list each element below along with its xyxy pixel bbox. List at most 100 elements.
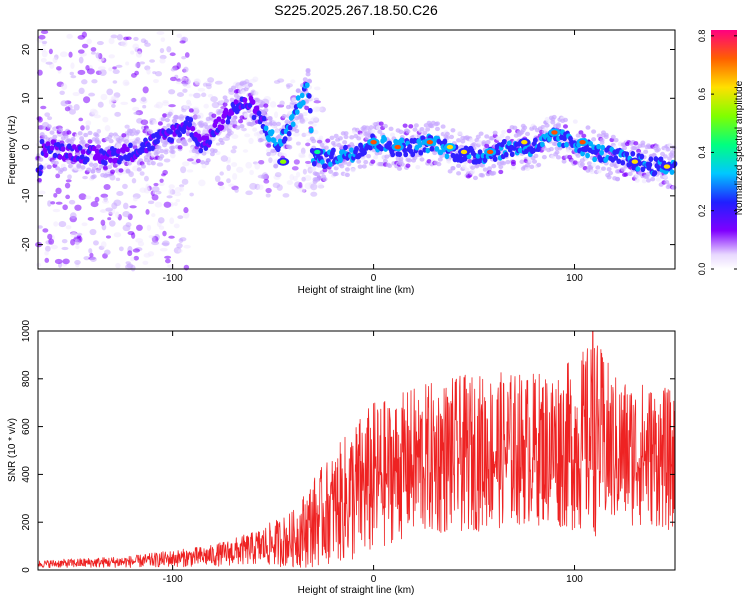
spectrogram-cell — [337, 136, 343, 141]
spectrogram-cell — [333, 171, 339, 177]
spectrogram-cell — [148, 235, 154, 239]
spectrogram-cell — [344, 172, 350, 178]
spectrogram-cell — [640, 166, 646, 173]
spectrogram-cell — [50, 201, 56, 205]
spectrogram-cell — [268, 157, 273, 164]
spectrogram-cell — [100, 93, 108, 101]
spectrogram-cell — [109, 174, 116, 181]
spectrogram-cell — [88, 92, 96, 97]
spectrogram-cell — [169, 152, 176, 159]
spectrogram-cell — [112, 69, 120, 75]
spectrogram-cell — [308, 127, 314, 134]
spectrogram-cell — [512, 125, 518, 131]
spectrogram-cell — [142, 86, 149, 94]
spectrogram-cell — [254, 162, 261, 170]
spectrogram-cell — [622, 145, 628, 151]
spectrogram-cell — [121, 133, 127, 138]
spectrogram-cell — [78, 117, 84, 122]
spectrogram-cell — [200, 92, 207, 98]
spectrogram-cell — [146, 68, 151, 75]
spectrogram-cell — [226, 128, 232, 133]
spectrogram-cell — [361, 164, 367, 169]
spectrogram-cell — [620, 167, 626, 172]
spectrogram-cell — [156, 145, 162, 150]
spectrogram-cell — [270, 151, 276, 157]
spectrogram-cell — [231, 145, 238, 150]
spectrogram-cell — [257, 174, 265, 179]
spectrogram-cell — [52, 134, 58, 140]
spectrogram-cell — [77, 69, 86, 76]
spectrogram-cell — [39, 138, 45, 145]
spectrogram-cell — [106, 88, 114, 96]
spectrogram-cell — [572, 160, 578, 165]
spectrogram-cell — [99, 154, 105, 161]
spectrogram-cell — [610, 134, 616, 140]
colorbar-tick-label: 0.4 — [697, 146, 707, 159]
spectrogram-cell — [650, 176, 656, 182]
spectrogram-cell — [68, 51, 73, 58]
spectrogram-cell — [56, 66, 62, 71]
spectrogram-cell — [40, 105, 47, 110]
spectrogram-cell — [627, 171, 633, 177]
spectrogram-cell — [98, 66, 106, 71]
spectrogram-hotspot — [460, 149, 468, 155]
spectrogram-cell — [444, 153, 450, 160]
spectrogram-cell — [147, 200, 155, 205]
spectrogram-cell — [475, 134, 481, 140]
spectrogram-cell — [70, 136, 76, 142]
spectrogram-cell — [343, 134, 349, 140]
spectrogram-cell — [57, 154, 63, 160]
spectrogram-cell — [151, 186, 160, 193]
spectrogram-cell — [278, 152, 284, 157]
spectrogram-cell — [130, 256, 135, 262]
spectrogram-cell — [364, 125, 370, 130]
spectrogram-cell — [113, 232, 122, 238]
spectrogram-cell — [550, 120, 556, 125]
spectrogram-cell — [175, 80, 183, 85]
spectrogram-cell — [55, 141, 61, 148]
spectrogram-cell — [87, 217, 94, 221]
spectrogram-cell — [231, 85, 237, 90]
spectrogram-cell — [267, 116, 273, 121]
spectrogram-cell — [108, 67, 113, 72]
spectrogram-cell — [461, 164, 467, 170]
spectrogram-cell — [671, 145, 677, 150]
spectrogram-cell — [226, 131, 232, 137]
snr-series-line — [38, 331, 675, 568]
spectrogram-cell — [456, 163, 462, 169]
spectrogram-cell — [169, 217, 175, 225]
spectrogram-cell — [79, 136, 85, 141]
spectrogram-cell — [161, 173, 166, 177]
spectrogram-cell — [412, 127, 418, 132]
spectrogram-cell — [140, 164, 146, 169]
spectrogram-cell — [95, 151, 101, 158]
spectrogram-cell — [42, 228, 49, 233]
spectrogram-cell — [122, 224, 131, 232]
spectrogram-cell — [52, 57, 58, 64]
spectrogram-cell — [103, 183, 111, 191]
spectrogram-cell — [214, 80, 223, 85]
spectrogram-cell — [370, 129, 376, 134]
spectrogram-cell — [585, 152, 590, 159]
spectrogram-cell — [311, 138, 317, 144]
spectrogram-cell — [44, 250, 49, 256]
spectrogram-cell — [449, 134, 455, 140]
spectrogram-cell — [85, 120, 92, 126]
spectrogram-cell — [70, 212, 77, 219]
spectrogram-cell — [126, 161, 132, 166]
spectrogram-cell — [529, 164, 535, 170]
spectrogram-cell — [615, 177, 621, 182]
spectrogram-cell — [89, 252, 94, 258]
spectrogram-cell — [133, 111, 141, 116]
spectrogram-cell — [171, 118, 177, 124]
spectrogram-cell — [89, 256, 97, 262]
y-tick-label: 10 — [21, 92, 32, 104]
spectrogram-cell — [432, 150, 438, 156]
spectrogram-cell — [470, 165, 476, 170]
spectrogram-cell — [90, 51, 96, 55]
spectrogram-cell — [67, 163, 73, 169]
spectrogram-cell — [525, 166, 531, 172]
spectrogram-cell — [544, 123, 550, 128]
spectrogram-cell — [287, 136, 293, 142]
spectrogram-cell — [328, 169, 334, 174]
